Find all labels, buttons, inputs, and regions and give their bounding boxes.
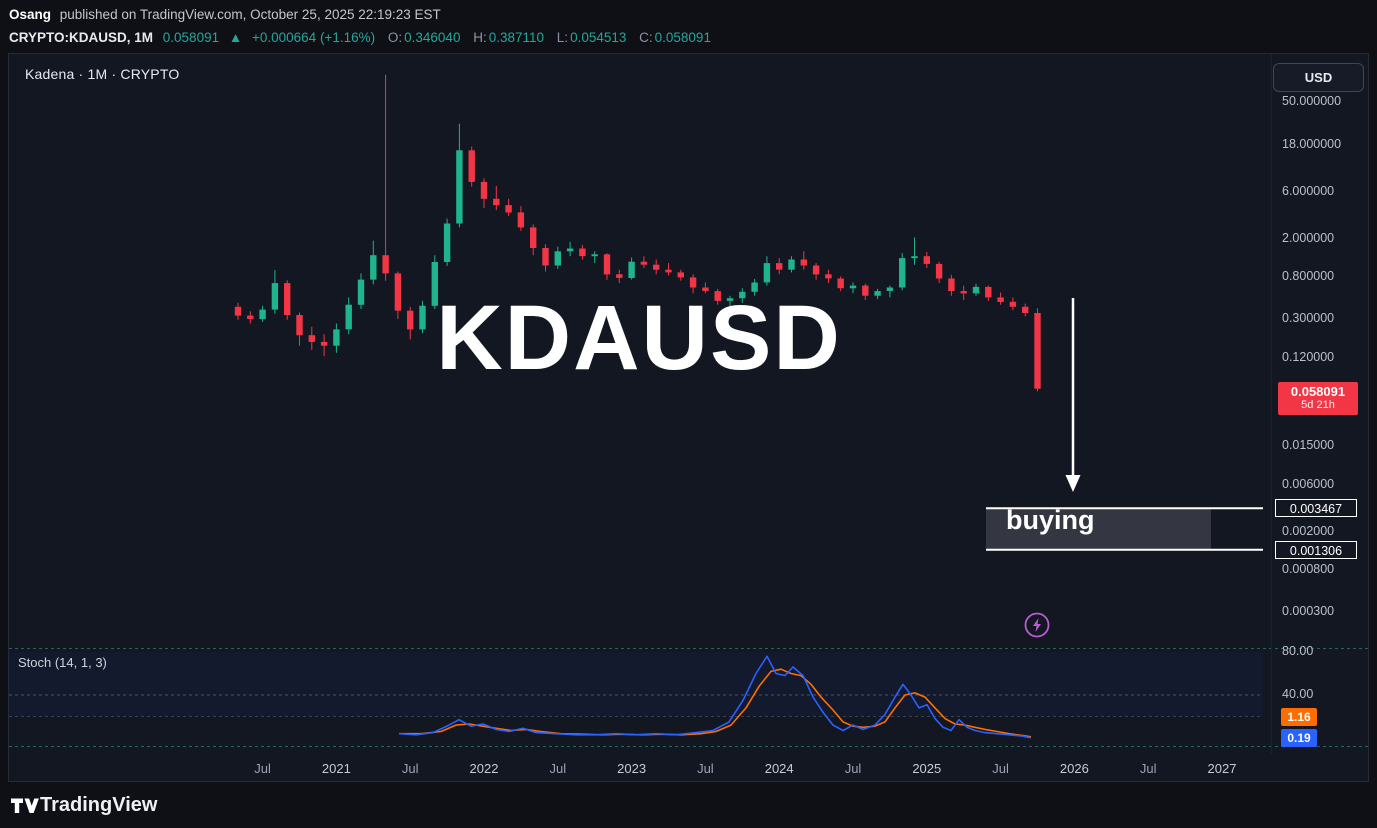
open-label: O: [387,30,403,45]
chart-frame: KDAUSD Kadena · 1M · CRYPTO USD buying S… [8,53,1370,782]
badge-price: 0.058091 [1290,384,1346,400]
time-axis-label: Jul [254,761,271,776]
chart-legend[interactable]: Kadena · 1M · CRYPTO [25,66,180,82]
time-axis-label: 2024 [764,761,794,776]
price-axis-label: 6.000000 [1282,183,1335,198]
time-axis-label: Jul [401,761,419,776]
time-axis-label: 2023 [617,761,647,776]
price-axis-label: 50.000000 [1282,94,1342,108]
stoch-d-value-badge: 1.16 [1281,708,1317,726]
stoch-d-line [399,668,1032,738]
publication-header: Osang published on TradingView.com, Octo… [9,7,441,22]
currency-toggle-button[interactable]: USD [1273,63,1364,92]
time-axis-label: Jul [844,761,862,776]
tradingview-logo-icon[interactable] [10,796,40,816]
low-value: 0.054513 [570,30,627,45]
price-axis-label: 0.120000 [1282,349,1335,364]
time-axis-label: Jul [697,761,714,776]
candles [234,74,1041,392]
high-value: 0.387110 [488,30,545,45]
time-axis-label: 2026 [1059,761,1089,776]
stoch-k-line [398,655,1032,739]
time-axis-label: Jul [549,761,567,776]
last-price-badge: 0.058091 5d 21h [1278,382,1358,416]
last-price-value: 0.058091 [162,30,220,45]
badge-countdown: 5d 21h [1301,399,1335,412]
buying-zone-highlight[interactable] [986,508,1211,550]
zone-lower-price-label: 0.001306 [1275,540,1357,559]
stoch-level-label: 80.00 [1282,644,1314,658]
time-axis-label: 2027 [1207,761,1237,776]
time-axis-label: 2022 [469,761,499,776]
open-value: 0.346040 [404,30,461,45]
price-axis-label: 0.800000 [1282,269,1335,284]
price-axis[interactable]: 0.058091 5d 21h 50.000000 18.000000 6.0000… [1271,54,1369,754]
down-arrow-head[interactable] [1065,475,1081,492]
chart-canvas[interactable] [9,54,1370,754]
price-axis-label: 0.000300 [1282,604,1335,619]
time-axis-label: Jul [992,761,1009,776]
flash-icon[interactable] [1024,612,1050,638]
zone-upper-price-label: 0.003467 [1275,499,1357,518]
price-axis-label: 2.000000 [1282,230,1335,245]
close-label: C: [639,30,653,45]
stoch-level-label: 40.00 [1282,687,1314,701]
direction-up-icon: ▲ [228,30,243,45]
author-name[interactable]: Osang [9,7,52,22]
price-axis-label: 0.006000 [1282,476,1335,491]
buying-zone-label[interactable]: buying [1006,505,1095,535]
high-label: H: [473,30,487,45]
stoch-band [9,652,1263,717]
price-axis-label: 0.015000 [1282,438,1335,453]
time-axis-label: Jul [1139,761,1157,776]
low-label: L: [556,30,569,45]
price-change: +0.000664 (+1.16%) [252,30,376,45]
published-text: published on TradingView.com, October 25… [59,7,441,22]
tradingview-wordmark[interactable]: TradingView [40,794,158,816]
ticker-line: CRYPTO:KDAUSD, 1M 0.058091 ▲ +0.000664 (… [9,30,711,45]
time-axis-label: 2021 [321,761,351,776]
price-axis-label: 18.000000 [1282,137,1342,152]
stoch-indicator-label[interactable]: Stoch (14, 1, 3) [18,655,107,670]
price-axis-label: 0.000800 [1282,562,1335,577]
close-value: 0.058091 [654,30,711,45]
time-axis[interactable]: Jul 2021 Jul 2022 Jul 2023 Jul 2024 Jul 2025 Jul 20… [9,754,1271,782]
footer: TradingView [0,786,1377,828]
time-axis-label: 2025 [912,761,942,776]
stoch-k-value-badge: 0.19 [1281,729,1317,747]
price-axis-label: 0.002000 [1282,523,1335,538]
symbol-name[interactable]: CRYPTO:KDAUSD, 1M [9,30,154,45]
price-axis-label: 0.300000 [1282,311,1335,326]
